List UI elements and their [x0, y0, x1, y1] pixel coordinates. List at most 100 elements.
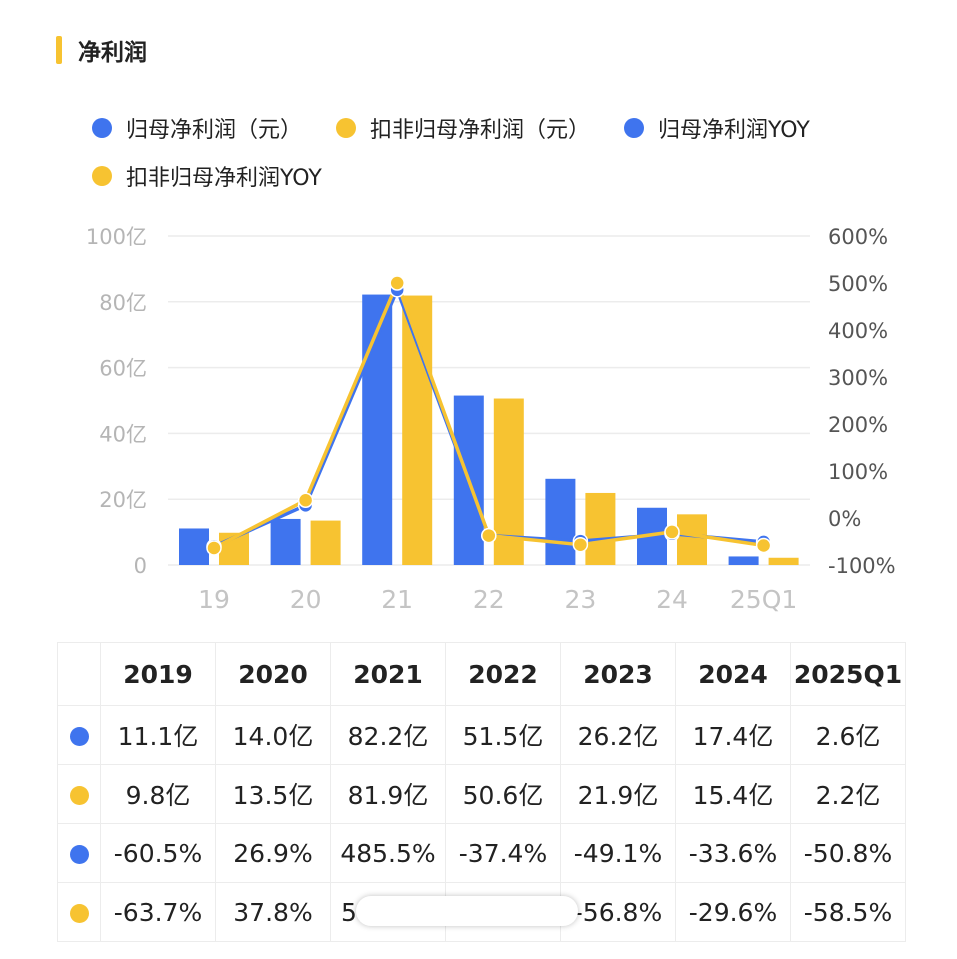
- x-axis-tick-label: 19: [198, 585, 230, 614]
- table-header-cell: 2025Q1: [790, 642, 906, 706]
- net-profit-chart: 0 20亿 40亿 60亿 80亿 100亿 -100% 0% 100% 200% 300% 400%…: [86, 225, 896, 614]
- table-cell: 2.6亿: [790, 705, 906, 765]
- table-cell: 21.9亿: [560, 764, 676, 824]
- legend-row: 扣非归母净利润YOY: [92, 152, 912, 200]
- bar: [728, 556, 759, 565]
- left-axis-tick-label: 100亿: [86, 225, 147, 249]
- yoy-point: [572, 536, 589, 553]
- x-axis-tick-label: 23: [564, 585, 596, 614]
- yoy-point: [389, 275, 405, 291]
- left-axis-tick-label: 0: [134, 554, 147, 578]
- table-cell: 485.5%: [330, 823, 446, 883]
- bar: [179, 528, 209, 565]
- section-header: 净利润: [56, 34, 147, 66]
- table-cell: 81.9亿: [330, 764, 446, 824]
- table-cell: 9.8亿: [100, 764, 216, 824]
- legend-dot-icon: [624, 118, 645, 138]
- table-cell: 15.4亿: [675, 764, 791, 824]
- table-cell: 13.5亿: [215, 764, 331, 824]
- table-header-cell: 2019: [100, 642, 216, 706]
- x-axis-tick-label: 21: [381, 585, 413, 614]
- x-axis-tick-label: 22: [473, 585, 505, 614]
- table-cell: -56.8%: [560, 882, 676, 942]
- table-cell: -49.1%: [560, 823, 676, 883]
- row-marker: [57, 823, 101, 883]
- section-title: 净利润: [78, 40, 147, 66]
- legend-item-net-profit-yoy[interactable]: 归母净利润YOY: [624, 112, 810, 144]
- yellow-dot-icon: [69, 786, 89, 805]
- table-cell: 26.2亿: [560, 705, 676, 765]
- legend-dot-icon: [92, 166, 112, 186]
- blue-dot-icon: [69, 727, 89, 746]
- table-cell: 82.2亿: [330, 705, 446, 765]
- title-accent-bar: [56, 36, 62, 64]
- bar: [545, 478, 576, 565]
- yoy-line: [213, 288, 764, 549]
- table-header-row: 2019 2020 2021 2022 2023 2024 2025Q1: [57, 642, 906, 706]
- row-marker: [57, 705, 101, 765]
- table-cell: 11.1亿: [100, 705, 216, 765]
- left-axis-tick-label: 20亿: [99, 488, 147, 512]
- blue-dot-icon: [69, 845, 89, 864]
- table-cell: -29.6%: [675, 882, 791, 942]
- table-row: 11.1亿 14.0亿 82.2亿 51.5亿 26.2亿 17.4亿 2.6亿: [57, 705, 906, 765]
- right-axis-tick-label: 200%: [828, 413, 888, 437]
- table-cell: 17.4亿: [675, 705, 791, 765]
- legend-label: 扣非归母净利润YOY: [126, 166, 322, 191]
- right-axis-tick-label: 100%: [828, 460, 888, 484]
- table-cell: -37.4%: [445, 823, 561, 883]
- table-header-cell: 2024: [675, 642, 791, 706]
- x-axis-tick-label: 24: [656, 585, 688, 614]
- x-axis-tick-label: 20: [290, 585, 322, 614]
- chart-legend: 归母净利润（元） 扣非归母净利润（元） 归母净利润YOY 扣非归母净利润YOY: [92, 104, 912, 200]
- yoy-point: [664, 524, 680, 540]
- yoy-point: [297, 492, 314, 508]
- redaction-overlay: [356, 896, 578, 926]
- table-row: 9.8亿 13.5亿 81.9亿 50.6亿 21.9亿 15.4亿 2.2亿: [57, 764, 906, 824]
- yoy-point: [481, 527, 497, 544]
- legend-item-deducted-net-profit-yoy[interactable]: 扣非归母净利润YOY: [92, 160, 322, 192]
- bar: [310, 520, 341, 565]
- left-axis-tick-label: 80亿: [99, 291, 147, 315]
- legend-item-deducted-net-profit[interactable]: 扣非归母净利润（元）: [336, 112, 590, 144]
- table-header-cell: 2020: [215, 642, 331, 706]
- table-cell: -63.7%: [100, 882, 216, 942]
- bar: [270, 518, 301, 565]
- table-cell: 50.6亿: [445, 764, 561, 824]
- right-axis-tick-label: 0%: [828, 507, 861, 531]
- table-cell: 37.8%: [215, 882, 331, 942]
- table-cell: 26.9%: [215, 823, 331, 883]
- legend-dot-icon: [336, 118, 357, 138]
- data-table: 2019 2020 2021 2022 2023 2024 2025Q1 11.…: [57, 642, 906, 942]
- bar: [768, 557, 799, 565]
- right-axis-tick-label: 300%: [828, 366, 888, 390]
- table-cell: -58.5%: [790, 882, 906, 942]
- table-cell: 51.5亿: [445, 705, 561, 765]
- table-cell: -50.8%: [790, 823, 906, 883]
- yoy-point: [206, 540, 222, 556]
- legend-dot-icon: [92, 118, 112, 138]
- legend-label: 归母净利润YOY: [658, 118, 810, 143]
- right-axis-tick-label: -100%: [828, 554, 896, 578]
- right-axis-tick-label: 600%: [828, 225, 888, 249]
- legend-label: 扣非归母净利润（元）: [370, 118, 591, 143]
- table-cell: -60.5%: [100, 823, 216, 883]
- legend-item-net-profit[interactable]: 归母净利润（元）: [92, 112, 302, 144]
- bar: [585, 492, 616, 565]
- table-cell: 14.0亿: [215, 705, 331, 765]
- bar: [677, 514, 707, 565]
- legend-label: 归母净利润（元）: [126, 118, 303, 143]
- table-header-cell: 2021: [330, 642, 446, 706]
- x-axis-tick-label: 25Q1: [730, 585, 797, 614]
- table-header-cell: 2023: [560, 642, 676, 706]
- right-axis-tick-label: 500%: [828, 272, 888, 296]
- table-corner-cell: [57, 642, 101, 706]
- legend-row: 归母净利润（元） 扣非归母净利润（元） 归母净利润YOY: [92, 104, 912, 152]
- yellow-dot-icon: [69, 904, 89, 923]
- table-header-cell: 2022: [445, 642, 561, 706]
- table-row: -60.5% 26.9% 485.5% -37.4% -49.1% -33.6%…: [57, 823, 906, 883]
- table-cell: -33.6%: [675, 823, 791, 883]
- left-axis-tick-label: 40亿: [99, 422, 147, 446]
- left-axis-tick-label: 60亿: [99, 357, 147, 381]
- row-marker: [57, 764, 101, 824]
